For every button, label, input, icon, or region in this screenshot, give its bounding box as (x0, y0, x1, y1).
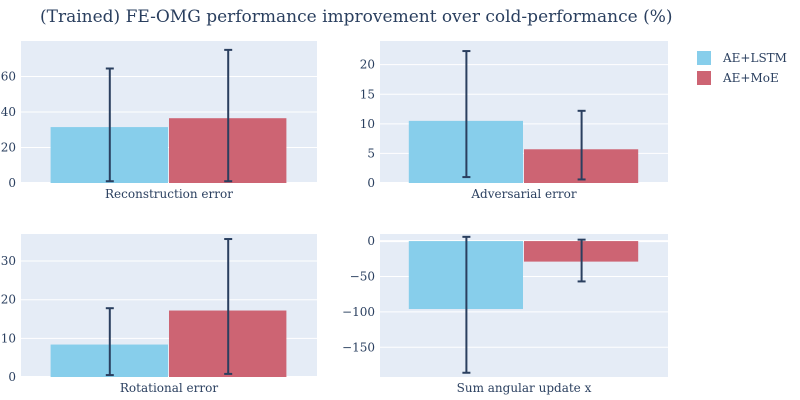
y-tick-label: −50 (350, 269, 375, 283)
x-category-label: Rotational error (120, 381, 218, 395)
subplots: 0 20 40 60 Reconstruction error 0 5 10 15 20 Adver… (1, 41, 668, 395)
y-tick-label: 60 (1, 70, 16, 84)
subplot-4: −150 −100 −50 0 Sum angular update x (342, 234, 668, 395)
legend-label: AE+MoE (722, 71, 779, 85)
y-tick-label: −150 (342, 340, 375, 354)
y-tick-label: 5 (367, 146, 375, 160)
y-tick-label: 0 (367, 234, 375, 248)
y-tick-label: −100 (342, 305, 375, 319)
y-tick-label: 15 (360, 87, 375, 101)
y-tick-label: 30 (1, 254, 16, 268)
subplot-3: 0 10 20 30 Rotational error (1, 234, 317, 395)
y-tick-label: 20 (1, 141, 16, 155)
x-category-label: Sum angular update x (457, 381, 592, 395)
y-tick-label: 10 (360, 117, 375, 131)
legend-swatch (697, 71, 711, 85)
y-tick-label: 0 (8, 176, 16, 190)
x-category-label: Reconstruction error (105, 187, 233, 201)
y-tick-label: 10 (1, 331, 16, 345)
y-tick-label: 20 (360, 58, 375, 72)
y-tick-label: 20 (1, 293, 16, 307)
y-tick-label: 0 (8, 370, 16, 384)
legend-item[interactable]: AE+LSTM (697, 51, 787, 65)
legend-swatch (697, 51, 711, 65)
legend-label: AE+LSTM (722, 51, 787, 65)
subplot-2: 0 5 10 15 20 Adversarial error (360, 41, 668, 201)
y-tick-label: 40 (1, 105, 16, 119)
y-tick-label: 0 (367, 176, 375, 190)
subplot-1: 0 20 40 60 Reconstruction error (1, 41, 317, 201)
legend-item[interactable]: AE+MoE (697, 71, 779, 85)
legend: AE+LSTM AE+MoE (697, 51, 787, 85)
chart-title: (Trained) FE-OMG performance improvement… (40, 7, 673, 27)
x-category-label: Adversarial error (470, 187, 576, 201)
